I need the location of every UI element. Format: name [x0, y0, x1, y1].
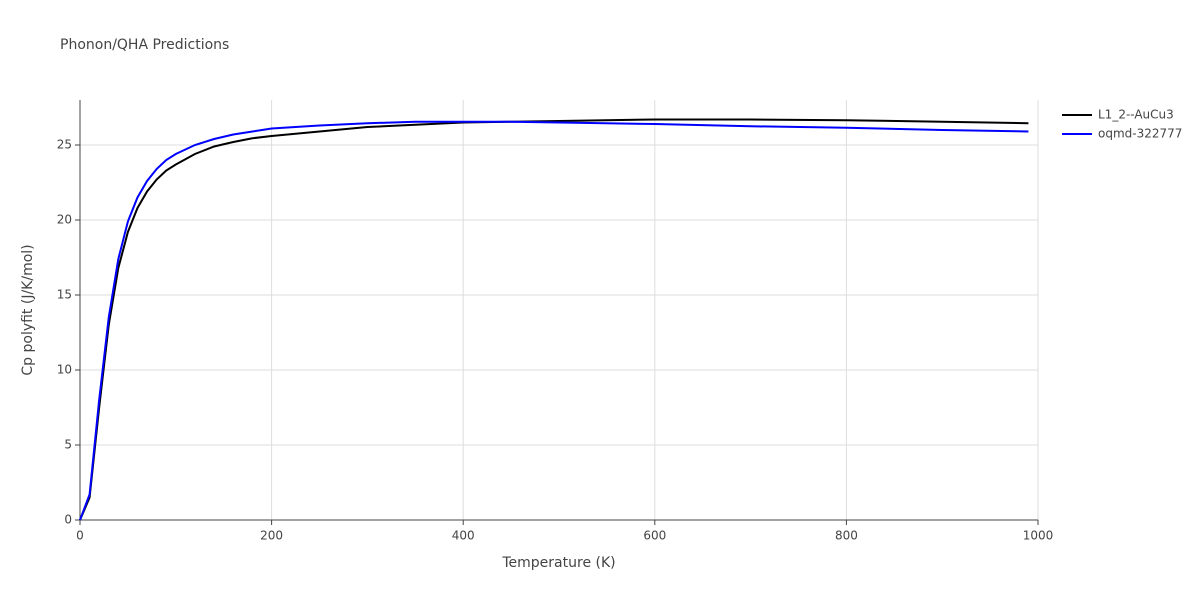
x-tick-label: 600	[643, 529, 666, 543]
legend-label: oqmd-322777	[1098, 127, 1182, 141]
y-tick-label: 5	[64, 438, 72, 452]
x-tick-label: 200	[260, 529, 283, 543]
y-tick-label: 15	[57, 288, 72, 302]
y-tick-label: 20	[57, 213, 72, 227]
legend-label: L1_2--AuCu3	[1098, 108, 1174, 122]
y-axis-label: Cp polyfit (J/K/mol)	[20, 244, 36, 375]
line	[79, 118, 1029, 521]
x-tick-label: 1000	[1023, 529, 1054, 543]
x-tick-label: 400	[452, 529, 475, 543]
x-axis-label: Temperature (K)	[501, 555, 615, 571]
y-tick-label: 0	[64, 513, 72, 527]
line	[79, 120, 1029, 521]
y-tick-label: 25	[57, 138, 72, 152]
chart-title: Phonon/QHA Predictions	[60, 37, 229, 53]
x-tick-label: 0	[76, 529, 84, 543]
x-tick-label: 800	[835, 529, 858, 543]
y-tick-label: 10	[57, 363, 72, 377]
